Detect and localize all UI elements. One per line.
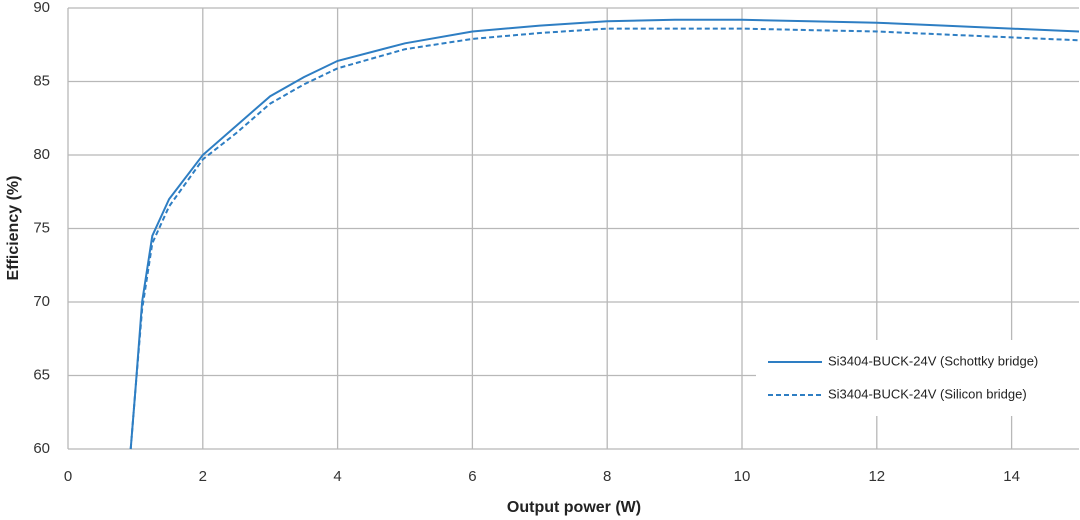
x-tick-label: 14 (1003, 468, 1020, 485)
legend-label: Si3404-BUCK-24V (Silicon bridge) (828, 386, 1027, 401)
x-tick-label: 2 (199, 468, 207, 485)
x-tick-label: 12 (868, 468, 885, 485)
legend-label: Si3404-BUCK-24V (Schottky bridge) (828, 353, 1038, 368)
y-tick-label: 65 (33, 366, 50, 383)
x-axis-title: Output power (W) (507, 499, 641, 516)
x-tick-label: 8 (603, 468, 611, 485)
line-series (129, 27, 1080, 450)
y-tick-label: 85 (33, 72, 50, 89)
x-tick-label: 10 (734, 468, 751, 485)
x-tick-label: 4 (333, 468, 341, 485)
y-tick-label: 90 (33, 0, 50, 16)
x-tick-label: 0 (64, 468, 72, 485)
y-tick-label: 75 (33, 219, 50, 236)
y-tick-label: 60 (33, 440, 50, 457)
line-series (129, 18, 1080, 450)
y-tick-label: 70 (33, 293, 50, 310)
y-axis-title: Efficiency (%) (5, 176, 22, 281)
legend-box (756, 340, 1079, 416)
x-tick-label: 6 (468, 468, 476, 485)
y-tick-label: 80 (33, 146, 50, 163)
